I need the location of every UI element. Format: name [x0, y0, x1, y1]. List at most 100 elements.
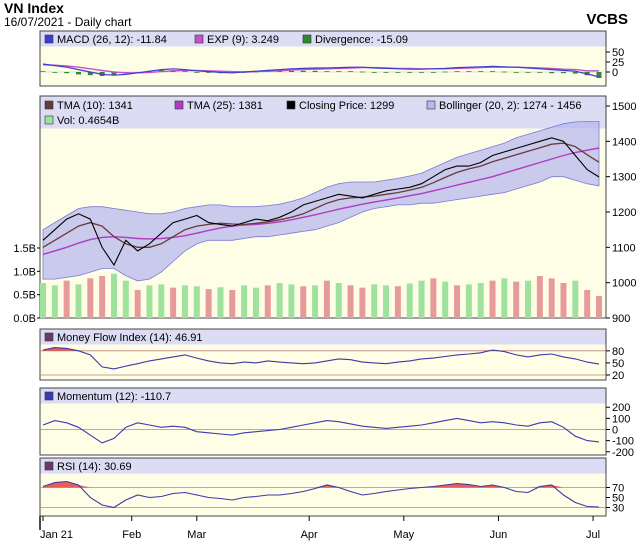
volume-bar [252, 287, 259, 318]
rsi-legend-swatch-0 [44, 461, 54, 471]
volume-bar [371, 284, 378, 318]
volume-bar [560, 283, 567, 318]
chart-title: VN Index [4, 0, 64, 16]
volume-bar [465, 284, 472, 318]
volume-bar [536, 276, 543, 318]
price-legend-label-3: Bollinger (20, 2): 1274 - 1456 [439, 100, 581, 112]
volume-bar [110, 273, 117, 318]
macd-panel-legend-band [40, 31, 606, 47]
volume-axis-label-0: 1.5B [13, 243, 36, 255]
momentum-axis-tick-label-2: 0 [612, 425, 618, 437]
volume-bar [87, 278, 94, 318]
volume-bar [406, 283, 413, 318]
macd-divergence-bar [288, 70, 294, 72]
volume-bar [513, 281, 520, 318]
macd-divergence-bar [549, 72, 555, 74]
macd-line [42, 63, 600, 78]
volume-bar [335, 283, 342, 318]
volume-bar [347, 285, 354, 318]
closing-price-line [42, 137, 600, 267]
macd-legend-label-1: EXP (9): 3.249 [207, 34, 279, 46]
volume-bar [489, 280, 496, 318]
macd-divergence-bar [324, 71, 330, 72]
momentum-line [42, 417, 600, 444]
rsi-panel-legend-band [40, 458, 606, 474]
price-legend-swatch-2 [286, 100, 296, 110]
tma10-line [42, 142, 600, 248]
macd-divergence-bar [596, 72, 602, 78]
x-axis-label-0: Jan 21 [40, 529, 73, 541]
price-axis-tick-label-0: 1500 [612, 101, 636, 113]
macd-legend-label-0: MACD (26, 12): -11.84 [57, 34, 167, 46]
mfi-legend-swatch-0 [44, 332, 54, 342]
price-axis-tick-label-5: 1000 [612, 278, 636, 290]
volume-bar [501, 278, 508, 318]
mfi-panel-legend-band [40, 329, 606, 345]
volume-bar [288, 284, 295, 318]
mfi-legend-label-0: Money Flow Index (14): 46.91 [57, 332, 203, 344]
x-axis-label-4: May [393, 529, 414, 541]
momentum-axis-tick-label-4: -200 [612, 447, 634, 459]
volume-bar [264, 285, 271, 318]
volume-bar [122, 280, 129, 318]
volume-axis-label-1: 1.0B [13, 266, 36, 278]
macd-divergence-bar [300, 70, 306, 72]
rsi-line [42, 480, 600, 509]
rsi-axis-tick-label-2: 30 [612, 503, 624, 515]
x-axis-label-5: Jun [490, 529, 508, 541]
mfi-axis-tick-label-0: 80 [612, 346, 624, 358]
volume-bar [229, 290, 236, 318]
price-axis-tick-label-2: 1300 [612, 172, 636, 184]
volume-bar [442, 281, 449, 318]
momentum-legend-label-0: Momentum (12): -110.7 [57, 391, 171, 403]
volume-bar [383, 285, 390, 318]
macd-divergence-bar [371, 72, 377, 73]
macd-axis-tick-label-1: 25 [612, 57, 624, 69]
macd-legend-swatch-0 [44, 34, 54, 44]
x-axis-label-6: Jul [586, 529, 600, 541]
price-legend-swatch-0 [44, 100, 54, 110]
volume-bar [323, 280, 330, 318]
volume-bar [134, 290, 141, 318]
macd-divergence-bar [537, 72, 543, 73]
price-legend-label-2: Closing Price: 1299 [299, 100, 394, 112]
volume-bar [158, 284, 165, 318]
volume-bar [193, 286, 200, 318]
mfi-axis-tick-label-1: 50 [612, 358, 624, 370]
volume-bar [241, 285, 248, 318]
macd-divergence-bar [395, 72, 401, 73]
macd-divergence-bar [454, 71, 460, 72]
volume-bar [477, 283, 484, 318]
rsi-overbought-fill [43, 481, 599, 488]
price-vol-legend-label-0: Vol: 0.4654B [57, 115, 119, 127]
macd-divergence-bar [312, 70, 318, 72]
volume-bar [312, 285, 319, 318]
macd-divergence-bar [206, 72, 212, 73]
price-vol-legend-swatch-0 [44, 115, 54, 125]
volume-bar [40, 283, 46, 318]
x-axis-label-2: Mar [187, 529, 206, 541]
macd-divergence-bar [383, 72, 389, 73]
macd-divergence-bar [419, 72, 425, 73]
macd-axis-tick-label-0: 50 [612, 47, 624, 59]
momentum-axis-tick-label-0: 200 [612, 402, 630, 414]
macd-legend-swatch-2 [302, 34, 312, 44]
volume-bar [75, 284, 82, 318]
volume-bar [525, 280, 532, 318]
volume-bar [454, 285, 461, 318]
volume-bar [548, 278, 555, 318]
mfi-line [42, 347, 600, 370]
volume-bar [51, 285, 58, 318]
volume-axis-label-2: 0.5B [13, 290, 36, 302]
rsi-axis-tick-label-1: 50 [612, 493, 624, 505]
macd-divergence-bar [182, 71, 188, 72]
macd-divergence-bar [359, 71, 365, 73]
momentum-axis-tick-label-1: 100 [612, 413, 630, 425]
macd-legend-label-2: Divergence: -15.09 [315, 34, 408, 46]
macd-divergence-bar [194, 72, 200, 73]
momentum-panel-legend-band [40, 388, 606, 404]
macd-divergence-bar [478, 71, 484, 72]
macd-divergence-bar [407, 72, 413, 73]
macd-divergence-bar [513, 72, 519, 73]
